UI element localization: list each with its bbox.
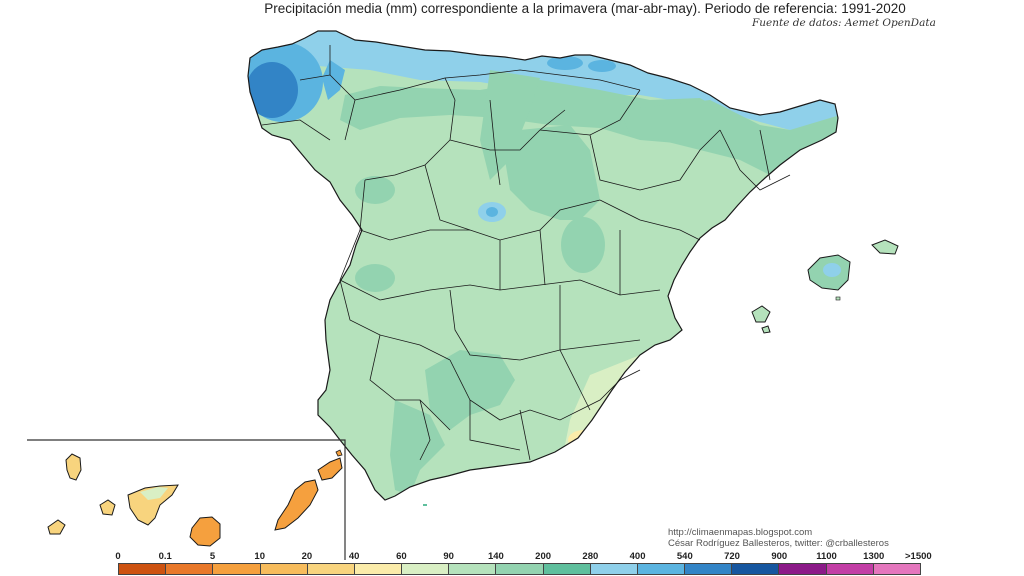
legend-label: 0.1 — [158, 551, 172, 562]
legend-label: 1100 — [816, 551, 837, 562]
map-title: Precipitación media (mm) correspondiente… — [264, 1, 906, 16]
legend-label: 40 — [348, 551, 360, 562]
legend-label: 900 — [771, 551, 788, 562]
legend-label: 280 — [582, 551, 599, 562]
legend-swatch — [260, 564, 308, 574]
legend-label: >1500 — [904, 551, 932, 562]
legend-swatch — [543, 564, 591, 574]
legend-label: 140 — [487, 551, 504, 562]
balearic-islands — [751, 239, 899, 334]
legend-swatch — [637, 564, 686, 574]
legend-label: 90 — [443, 551, 454, 562]
legend-labels: 0 0.1 5 10 20 40 60 90 140 200 280 400 540 720 900 1100… — [0, 551, 1024, 563]
legend-label: 20 — [301, 551, 313, 562]
blog-credit: http://climaenmapas.blogspot.com — [668, 527, 813, 538]
legend-swatch — [732, 564, 780, 574]
legend-label: 1300 — [863, 551, 885, 562]
legend-swatch — [354, 564, 403, 574]
author-credit: César Rodríguez Ballesteros, twitter: @c… — [668, 538, 889, 549]
legend-label: 5 — [209, 551, 216, 562]
legend-label: 540 — [676, 551, 693, 562]
legend-swatch — [496, 564, 544, 574]
province-borders — [261, 45, 791, 461]
legend-swatch — [307, 564, 355, 574]
legend-label: 10 — [254, 551, 265, 562]
legend-swatch — [119, 564, 167, 574]
legend-swatch — [166, 564, 214, 574]
legend-label: 60 — [396, 551, 407, 562]
legend-label: 400 — [629, 551, 646, 562]
legend-label: 200 — [535, 551, 552, 562]
legend-swatch — [685, 564, 733, 574]
canary-islands-inset — [27, 439, 346, 560]
legend-swatch — [213, 564, 261, 574]
legend-label: 0 — [115, 551, 121, 562]
legend-swatch — [590, 564, 638, 574]
legend-swatch — [826, 564, 874, 574]
legend-swatch — [402, 564, 450, 574]
legend-swatch — [873, 564, 920, 574]
legend-label: 720 — [724, 551, 740, 562]
data-source: Fuente de datos: Aemet OpenData — [752, 17, 936, 29]
legend-swatch — [449, 564, 497, 574]
legend-color-bar — [118, 563, 921, 575]
legend-swatch — [779, 564, 827, 574]
